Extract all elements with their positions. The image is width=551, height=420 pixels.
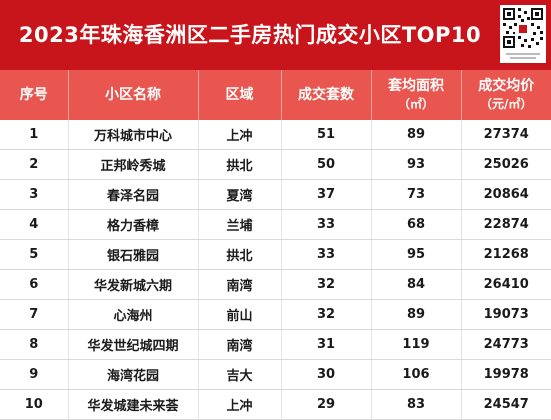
table-row: 10 华发城建未来荟 上冲 29 83 24547 <box>0 389 551 420</box>
cell-rank: 10 <box>0 389 69 420</box>
cell-district: 拱北 <box>198 239 282 270</box>
cell-rank: 5 <box>0 239 69 270</box>
table-row: 7 心海州 前山 32 89 19073 <box>0 299 551 330</box>
table-header: 序号 小区名称 区域 成交套数 套均面积 （㎡） 成交均价 （元/㎡） <box>0 70 551 120</box>
table-row: 3 春泽名园 夏湾 37 73 20864 <box>0 179 551 210</box>
cell-area: 73 <box>371 179 462 210</box>
cell-name: 华发世纪城四期 <box>68 329 199 360</box>
cell-name: 正邦岭秀城 <box>68 149 199 180</box>
cell-rank: 7 <box>0 299 69 330</box>
cell-area: 89 <box>371 299 462 330</box>
cell-area: 119 <box>371 329 462 360</box>
header-name: 小区名称 <box>68 70 199 120</box>
ranking-table: 序号 小区名称 区域 成交套数 套均面积 （㎡） 成交均价 （元/㎡） 1 万科… <box>0 70 551 420</box>
cell-count: 32 <box>281 299 372 330</box>
cell-count: 51 <box>281 120 372 150</box>
cell-area: 84 <box>371 269 462 300</box>
cell-rank: 1 <box>0 120 69 150</box>
header-district: 区域 <box>198 70 282 120</box>
header-area-unit: （㎡） <box>397 97 434 111</box>
qr-code-icon <box>500 5 546 63</box>
cell-count: 50 <box>281 149 372 180</box>
cell-price: 19073 <box>461 299 551 330</box>
cell-district: 夏湾 <box>198 179 282 210</box>
table-row: 2 正邦岭秀城 拱北 50 93 25026 <box>0 149 551 180</box>
table-row: 5 银石雅园 拱北 33 95 21268 <box>0 239 551 270</box>
cell-district: 上冲 <box>198 120 282 150</box>
cell-count: 30 <box>281 359 372 390</box>
header-rank: 序号 <box>0 70 69 120</box>
cell-price: 24547 <box>461 389 551 420</box>
cell-district: 南湾 <box>198 329 282 360</box>
cell-price: 24773 <box>461 329 551 360</box>
table-row: 9 海湾花园 吉大 30 106 19978 <box>0 359 551 390</box>
cell-district: 上冲 <box>198 389 282 420</box>
cell-price: 27374 <box>461 120 551 150</box>
cell-name: 海湾花园 <box>68 359 199 390</box>
cell-count: 32 <box>281 269 372 300</box>
header-count: 成交套数 <box>281 70 372 120</box>
table-body: 1 万科城市中心 上冲 51 89 27374 2 正邦岭秀城 拱北 50 93… <box>0 120 551 420</box>
cell-district: 拱北 <box>198 149 282 180</box>
cell-price: 22874 <box>461 209 551 240</box>
cell-price: 20864 <box>461 179 551 210</box>
table-row: 1 万科城市中心 上冲 51 89 27374 <box>0 120 551 150</box>
cell-name: 银石雅园 <box>68 239 199 270</box>
cell-rank: 8 <box>0 329 69 360</box>
cell-district: 南湾 <box>198 269 282 300</box>
cell-rank: 2 <box>0 149 69 180</box>
cell-rank: 6 <box>0 269 69 300</box>
header-price-unit: （元/㎡） <box>480 97 533 111</box>
cell-price: 25026 <box>461 149 551 180</box>
cell-area: 106 <box>371 359 462 390</box>
header-area: 套均面积 （㎡） <box>371 70 462 120</box>
cell-count: 31 <box>281 329 372 360</box>
table-row: 6 华发新城六期 南湾 32 84 26410 <box>0 269 551 300</box>
cell-name: 华发新城六期 <box>68 269 199 300</box>
cell-area: 68 <box>371 209 462 240</box>
cell-price: 26410 <box>461 269 551 300</box>
cell-rank: 3 <box>0 179 69 210</box>
cell-rank: 4 <box>0 209 69 240</box>
cell-area: 83 <box>371 389 462 420</box>
cell-area: 89 <box>371 120 462 150</box>
title-bar: 2023年珠海香洲区二手房热门成交小区TOP10 <box>0 0 551 70</box>
cell-district: 兰埔 <box>198 209 282 240</box>
cell-area: 93 <box>371 149 462 180</box>
cell-count: 33 <box>281 239 372 270</box>
cell-name: 心海州 <box>68 299 199 330</box>
cell-name: 万科城市中心 <box>68 120 199 150</box>
header-price-label: 成交均价 <box>478 78 535 94</box>
cell-count: 29 <box>281 389 372 420</box>
cell-district: 前山 <box>198 299 282 330</box>
table-row: 8 华发世纪城四期 南湾 31 119 24773 <box>0 329 551 360</box>
cell-price: 19978 <box>461 359 551 390</box>
cell-name: 格力香樟 <box>68 209 199 240</box>
cell-district: 吉大 <box>198 359 282 390</box>
page-title: 2023年珠海香洲区二手房热门成交小区TOP10 <box>18 23 482 47</box>
cell-name: 春泽名园 <box>68 179 199 210</box>
cell-count: 33 <box>281 209 372 240</box>
header-price: 成交均价 （元/㎡） <box>461 70 551 120</box>
header-area-label: 套均面积 <box>388 78 444 94</box>
cell-count: 37 <box>281 179 372 210</box>
table-row: 4 格力香樟 兰埔 33 68 22874 <box>0 209 551 240</box>
cell-price: 21268 <box>461 239 551 270</box>
cell-name: 华发城建未来荟 <box>68 389 199 420</box>
cell-area: 95 <box>371 239 462 270</box>
cell-rank: 9 <box>0 359 69 390</box>
